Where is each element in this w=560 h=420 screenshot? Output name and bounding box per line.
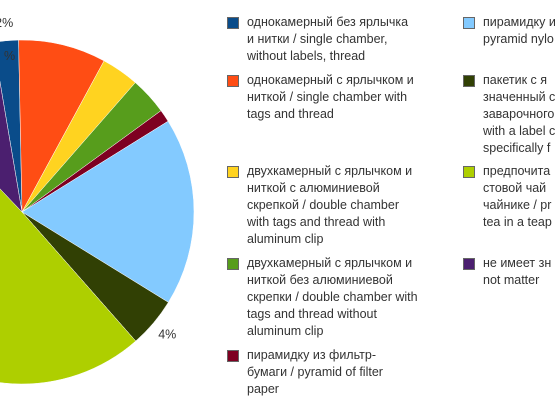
legend-label-2: двухкамерный с ярлычком и ниткой с алюми… — [247, 164, 413, 246]
legend-swatch-4 — [227, 350, 239, 362]
legend-label-6: пакетик с я значенный с заварочного with… — [483, 73, 556, 155]
pie-slice-1 — [18, 39, 105, 213]
legend-label-4: пирамидку из фильтр- бумаги / pyramid of… — [247, 348, 383, 396]
legend-item-2: двухкамерный с ярлычком и ниткой с алюми… — [227, 163, 457, 248]
legend-label-3: двухкамерный с ярлычком и ниткой без алю… — [247, 256, 418, 338]
legend-label-0: однокамерный без ярлычка и нитки / singl… — [247, 15, 409, 63]
legend-item-0: однокамерный без ярлычка и нитки / singl… — [227, 14, 457, 65]
legend-item-4: пирамидку из фильтр- бумаги / pyramid of… — [227, 347, 457, 398]
pie-slice-8 — [0, 80, 23, 213]
pie-slice-7 — [0, 188, 137, 385]
legend-item-5: пирамидку и pyramid nylo — [463, 14, 560, 48]
legend-swatch-2 — [227, 166, 239, 178]
legend-label-1: однокамерный с ярлычком и ниткой / singl… — [247, 73, 414, 121]
legend-swatch-7 — [463, 166, 475, 178]
slice-value-label-0: 2% — [0, 16, 13, 30]
legend-item-8: не имеет зн not matter — [463, 255, 560, 289]
legend-swatch-1 — [227, 75, 239, 87]
legend-label-5: пирамидку и pyramid nylo — [483, 15, 556, 46]
legend-item-1: однокамерный с ярлычком и ниткой / singl… — [227, 72, 457, 123]
legend-swatch-3 — [227, 258, 239, 270]
legend-label-7: предпочита стовой чай чайнике / pr tea i… — [483, 164, 552, 229]
legend-swatch-8 — [463, 258, 475, 270]
legend-swatch-5 — [463, 17, 475, 29]
legend-swatch-6 — [463, 75, 475, 87]
slice-value-label-6: 4% — [158, 328, 176, 342]
slice-value-label-cropped: % — [4, 49, 15, 63]
legend-item-3: двухкамерный с ярлычком и ниткой без алю… — [227, 255, 457, 340]
legend-item-6: пакетик с я значенный с заварочного with… — [463, 72, 560, 157]
legend-label-8: не имеет зн not matter — [483, 256, 552, 287]
legend-swatch-0 — [227, 17, 239, 29]
legend-item-7: предпочита стовой чай чайнике / pr tea i… — [463, 163, 560, 231]
pie-slice-5 — [21, 120, 195, 303]
